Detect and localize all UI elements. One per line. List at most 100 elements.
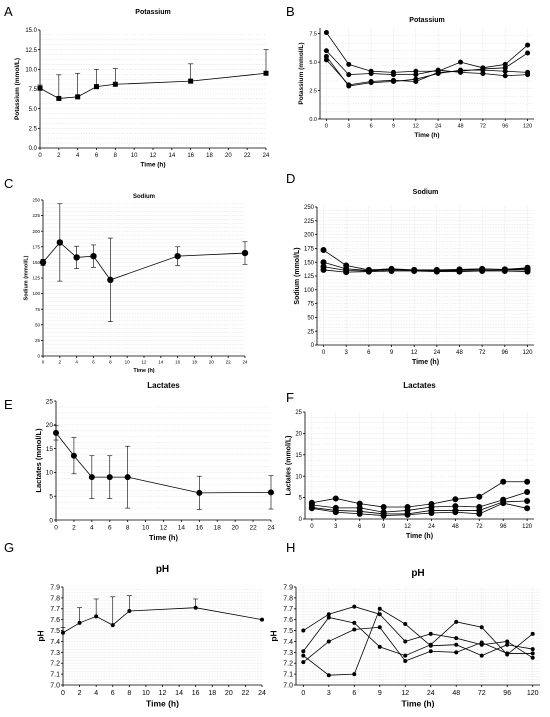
y-tick-label: 15: [46, 446, 54, 453]
x-tick-label: 24: [427, 690, 435, 697]
data-point: [320, 259, 327, 266]
x-axis-label: Time (h): [414, 132, 439, 139]
x-tick-label: 16: [187, 153, 194, 159]
data-point: [346, 72, 352, 78]
data-point: [323, 30, 329, 36]
x-tick-label: 16: [196, 525, 204, 532]
chart-title: pH: [156, 564, 169, 575]
data-point: [479, 268, 486, 275]
data-point: [352, 672, 357, 677]
chart-title: Sodium: [133, 194, 155, 200]
y-axis-label: Sodium (mmol/L): [24, 255, 30, 300]
y-tick-label: 20: [295, 432, 302, 438]
y-tick-label: 7.4: [50, 639, 60, 646]
x-tick-label: 12: [159, 690, 167, 697]
y-tick-label: 7.7: [50, 606, 60, 613]
data-point: [56, 239, 64, 246]
x-tick-label: 24: [428, 524, 435, 530]
data-point: [458, 59, 464, 65]
data-point: [452, 509, 459, 516]
data-point: [403, 639, 408, 644]
x-tick-label: 18: [192, 360, 198, 365]
y-tick-label: 7.8: [50, 595, 60, 602]
data-point: [320, 266, 327, 273]
data-point: [343, 269, 350, 276]
panel-letter: H: [286, 540, 295, 555]
series-4: [320, 266, 531, 276]
data-point: [106, 474, 113, 481]
x-tick-label: 48: [452, 524, 459, 530]
data-point: [308, 505, 315, 512]
data-point: [505, 639, 510, 644]
data-point: [530, 655, 535, 660]
y-tick-label: 5: [49, 493, 53, 500]
y-tick-label: 0: [299, 517, 303, 523]
data-point: [524, 478, 531, 485]
x-axis-label: Time (h): [412, 359, 439, 366]
series-1: [308, 478, 531, 511]
x-tick-label: 22: [242, 690, 250, 697]
x-tick-label: 20: [209, 360, 215, 365]
data-point: [525, 42, 531, 48]
series-line: [323, 266, 528, 272]
data-point: [188, 78, 194, 84]
data-point: [56, 95, 62, 101]
data-point: [505, 651, 510, 656]
data-point: [346, 61, 352, 67]
x-tick-label: 96: [503, 690, 511, 697]
x-tick-label: 96: [501, 350, 508, 356]
y-tick-label: 7.5: [309, 32, 317, 38]
data-point: [428, 643, 433, 648]
y-tick-label: 7.7: [283, 606, 293, 613]
x-tick-label: 120: [523, 124, 532, 130]
y-tick-label: 20: [46, 422, 54, 429]
x-tick-label: 48: [457, 124, 463, 130]
data-point: [524, 489, 531, 496]
data-point: [377, 606, 382, 611]
x-tick-label: 22: [244, 153, 251, 159]
series-line: [326, 32, 528, 73]
x-tick-label: 14: [158, 360, 164, 365]
chart-panel-g: 7.07.17.27.37.47.57.67.77.87.90 2 4 6 8 10 12 1…: [4, 540, 266, 709]
y-tick-label: 7.0: [50, 682, 60, 689]
x-tick-label: 12: [404, 524, 411, 530]
panel-letter: D: [286, 171, 295, 186]
data-point: [263, 70, 269, 76]
y-tick-label: 7.9: [50, 584, 60, 591]
data-point: [323, 57, 329, 63]
y-tick-label: 25: [295, 410, 302, 416]
series-1: [53, 425, 274, 510]
data-point: [433, 268, 440, 275]
x-tick-label: 20: [225, 153, 232, 159]
y-tick-label: 5: [299, 496, 303, 502]
series-line: [311, 502, 528, 516]
data-point: [476, 510, 483, 517]
y-tick-label: 5.0: [309, 60, 317, 66]
x-tick-label: 9: [390, 350, 394, 356]
data-point: [525, 69, 531, 75]
data-point: [268, 489, 274, 496]
x-tick-label: 12: [141, 360, 147, 365]
series-line: [323, 269, 528, 273]
chart-title: Lactates: [403, 381, 436, 390]
x-tick-label: 2: [72, 525, 76, 532]
x-tick-label: 9: [378, 690, 382, 697]
data-point: [377, 644, 382, 649]
y-tick-label: 0: [37, 354, 40, 359]
x-tick-label: 3: [345, 350, 349, 356]
y-tick-label: 7.6: [283, 617, 293, 624]
series-1: [60, 595, 264, 635]
data-point: [377, 625, 382, 630]
x-tick-label: 20: [232, 525, 240, 532]
data-point: [326, 612, 331, 617]
x-tick-label: 4: [90, 525, 94, 532]
y-tick-label: 150: [304, 260, 315, 266]
y-tick-label: 25: [35, 338, 41, 343]
y-axis-label: Potassium (mmol/L): [298, 42, 305, 104]
data-point: [524, 268, 531, 275]
data-point: [413, 78, 419, 84]
x-tick-label: 2: [59, 360, 62, 365]
data-point: [403, 622, 408, 627]
series-3: [301, 606, 535, 678]
x-tick-label: 120: [527, 690, 539, 697]
